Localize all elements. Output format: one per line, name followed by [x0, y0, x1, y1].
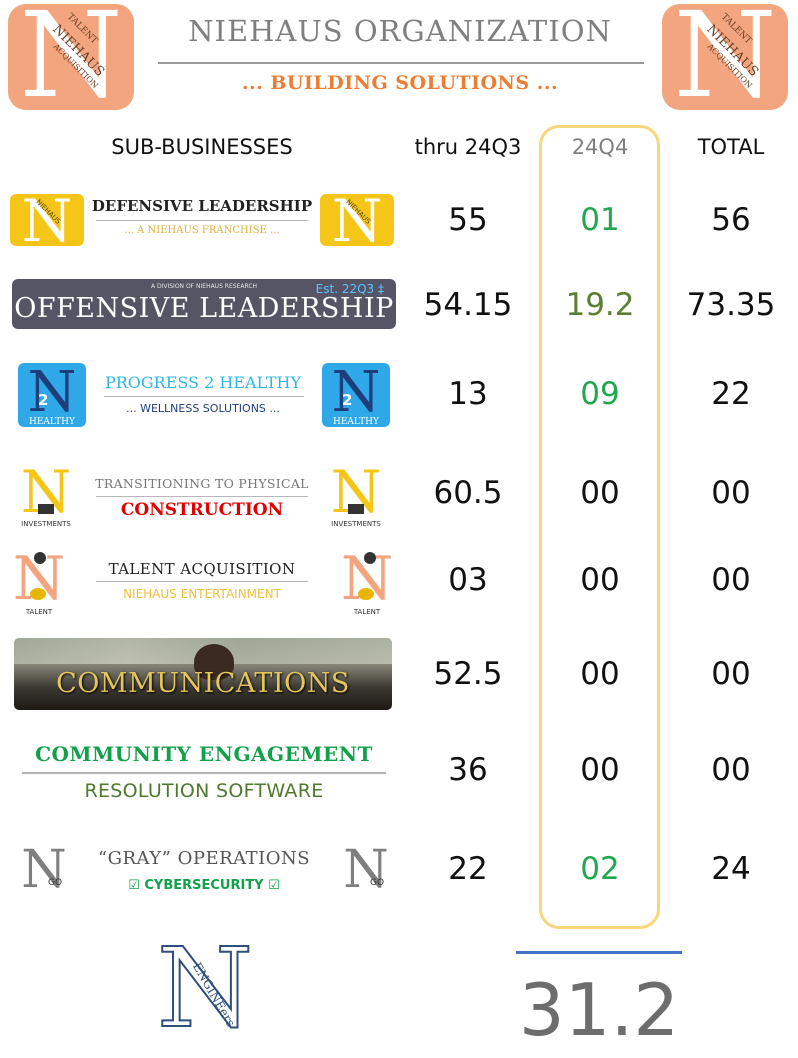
business-overlay: CONSTRUCTION [120, 500, 284, 520]
sum-divider [516, 951, 682, 954]
trophy-icon [358, 588, 374, 600]
row-offensive-leadership: A DIVISION OF NIEHAUS RESEARCH Est. 22Q3… [12, 279, 396, 329]
business-tagline: ... A NIEHAUS FRANCHISE ... [124, 225, 280, 236]
value-quarter: 00 [580, 562, 620, 598]
logo-sub: TALENT [353, 608, 381, 616]
defensive-logo-right: N NIEHAUS [320, 194, 394, 246]
value-total: 00 [711, 752, 751, 788]
value-quarter: 09 [580, 376, 620, 412]
business-name: OFFENSIVE LEADERSHIP [14, 293, 394, 324]
col-header-business: SUB-BUSINESSES [111, 135, 293, 159]
col-header-total: TOTAL [697, 135, 765, 159]
go-logo-right: N GO [343, 840, 389, 900]
divider [96, 581, 308, 582]
value-thru: 60.5 [433, 475, 503, 511]
divider [104, 396, 304, 397]
value-total: 00 [711, 562, 751, 598]
business-tagline: ... WELLNESS SOLUTIONS ... [126, 402, 280, 415]
value-thru: 13 [448, 376, 488, 412]
business-name: “GRAY” OPERATIONS [97, 848, 311, 869]
row-community-engagement: COMMUNITY ENGAGEMENT RESOLUTION SOFTWARE [0, 738, 410, 808]
engineers-logo: N ENGINEers [150, 927, 260, 1050]
value-total: 00 [711, 656, 751, 692]
logo-tag: GO [48, 878, 63, 888]
defensive-logo-left: N NIEHAUS [10, 194, 84, 246]
reel-icon [364, 552, 376, 564]
business-tagline: CYBERSECURITY [144, 878, 264, 893]
business-tagline: A DIVISION OF NIEHAUS RESEARCH [150, 283, 258, 290]
building-icon [38, 504, 54, 514]
value-quarter: 01 [580, 202, 620, 238]
value-thru: 54.15 [423, 287, 513, 323]
talent-logo-left: N TALENT [6, 544, 72, 616]
value-total: 73.35 [686, 287, 776, 323]
business-name: TRANSITIONING TO PHYSICAL [95, 476, 309, 491]
person-figure [194, 644, 234, 680]
value-total: 22 [711, 376, 751, 412]
row-construction: N INVESTMENTS TRANSITIONING TO PHYSICAL … [0, 458, 410, 530]
value-total: 24 [711, 851, 751, 887]
niehaus-logo-right: N TALENT NIEHAUS ACQUISITION [662, 4, 788, 110]
page-subtitle: ... BUILDING SOLUTIONS ... [241, 72, 559, 94]
logo-sub: INVESTMENTS [21, 520, 71, 528]
business-name: TALENT ACQUISITION [108, 560, 296, 578]
reel-icon [34, 552, 46, 564]
value-total: 00 [711, 475, 751, 511]
business-tagline: RESOLUTION SOFTWARE [84, 780, 324, 802]
building-icon [348, 504, 364, 514]
logo-letter: N [156, 924, 254, 1052]
logo-letter: N [19, 4, 123, 110]
value-quarter: 19.2 [565, 287, 635, 323]
investments-logo-left: N INVESTMENTS [16, 458, 76, 528]
quarter-column-highlight [539, 125, 660, 929]
trophy-icon [30, 588, 46, 600]
logo-tag: GO [370, 878, 385, 888]
checkbox-icon: ☑ [128, 878, 140, 893]
col-header-thru: thru 24Q3 [414, 135, 522, 159]
divider [96, 220, 308, 221]
row-progress-healthy: N 2 HEALTHY PROGRESS 2 HEALTHY ... WELLN… [0, 358, 410, 434]
checkbox-icon: ☑ [268, 878, 280, 893]
value-quarter: 02 [580, 851, 620, 887]
niehaus-logo-left: N TALENT NIEHAUS ACQUISITION [8, 4, 134, 110]
row-defensive-leadership: N NIEHAUS DEFENSIVE LEADERSHIP ... A NIE… [0, 186, 410, 256]
logo-digit: 2 [342, 391, 353, 409]
logo-sub: HEALTHY [333, 417, 379, 427]
logo-sub: TALENT [25, 608, 53, 616]
business-name: DEFENSIVE LEADERSHIP [91, 197, 313, 215]
logo-digit: 2 [38, 391, 49, 409]
business-tagline-row: ☑ CYBERSECURITY ☑ [98, 878, 310, 893]
go-logo-left: N GO [21, 840, 67, 900]
business-name: COMMUNITY ENGAGEMENT [35, 742, 373, 766]
row-gray-operations: N GO “GRAY” OPERATIONS ☑ CYBERSECURITY ☑… [0, 838, 410, 902]
business-tagline: NIEHAUS ENTERTAINMENT [123, 587, 281, 601]
value-quarter: 00 [580, 475, 620, 511]
col-header-quarter: 24Q4 [571, 135, 629, 159]
value-thru: 03 [448, 562, 488, 598]
est-badge: Est. 22Q3 ‡ [315, 282, 384, 296]
value-total: 56 [711, 202, 751, 238]
divider [96, 496, 308, 497]
quarter-sum: 31.2 [518, 968, 680, 1052]
investments-logo-right: N INVESTMENTS [326, 458, 386, 528]
value-thru: 36 [448, 752, 488, 788]
row-communications: COMMUNICATIONS [14, 638, 392, 710]
talent-logo-right: N TALENT [334, 544, 400, 616]
logo-letter: N [673, 4, 777, 110]
value-thru: 22 [448, 851, 488, 887]
progress-logo-left: N 2 HEALTHY [18, 363, 86, 427]
progress-logo-right: N 2 HEALTHY [322, 363, 390, 427]
value-quarter: 00 [580, 656, 620, 692]
value-thru: 55 [448, 202, 488, 238]
value-quarter: 00 [580, 752, 620, 788]
logo-sub: INVESTMENTS [331, 520, 381, 528]
row-talent-acquisition: N TALENT TALENT ACQUISITION NIEHAUS ENTE… [0, 544, 410, 618]
business-name: COMMUNICATIONS [56, 668, 350, 699]
divider [22, 772, 386, 774]
title-divider [158, 62, 644, 64]
logo-sub: HEALTHY [29, 417, 75, 427]
business-name: PROGRESS 2 HEALTHY [104, 373, 302, 392]
value-thru: 52.5 [433, 656, 503, 692]
page-title: NIEHAUS ORGANIZATION [188, 14, 612, 48]
